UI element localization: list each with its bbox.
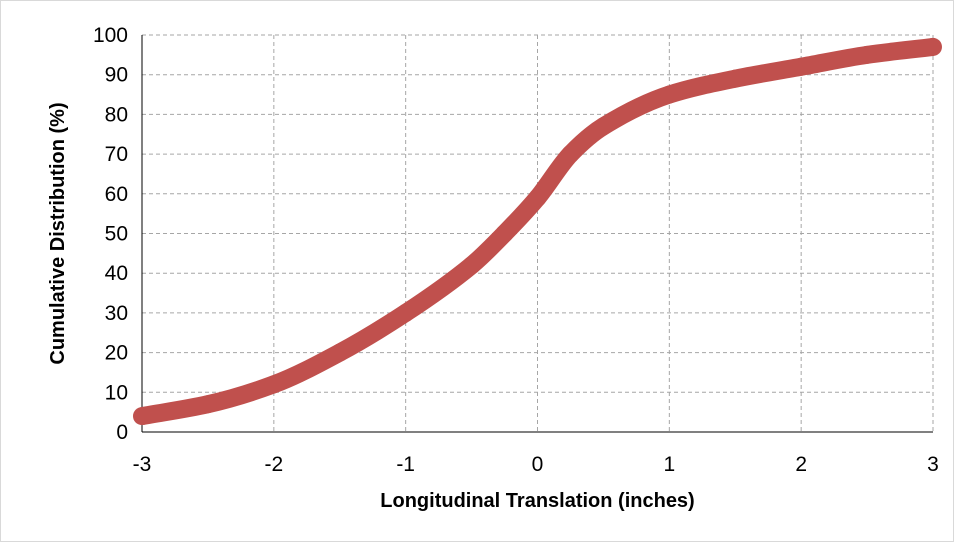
series-layer	[133, 37, 942, 426]
y-tick-label: 40	[105, 262, 128, 285]
y-tick-label: 60	[105, 183, 128, 206]
y-tick-label: 10	[105, 381, 128, 404]
y-tick-label: 90	[105, 64, 128, 87]
y-tick-label: 0	[116, 421, 128, 444]
y-tick-label: 80	[105, 103, 128, 126]
x-tick-label: -1	[396, 453, 415, 476]
data-point	[396, 303, 415, 322]
data-point	[858, 45, 877, 64]
data-point	[264, 375, 283, 394]
data-point	[528, 188, 547, 207]
data-point	[462, 256, 481, 275]
x-tick-label: -3	[133, 453, 152, 476]
y-tick-label: 20	[105, 342, 128, 365]
tick-labels: 0 10 20 30 40 50 60 70 80 90 100 -3 -2 -1 0 1 2 3	[93, 24, 939, 476]
data-point	[495, 224, 514, 243]
data-point	[561, 145, 580, 164]
data-point	[924, 37, 942, 56]
axes	[141, 35, 933, 433]
y-tick-label: 30	[105, 302, 128, 325]
x-tick-label: -2	[264, 453, 283, 476]
data-point	[660, 85, 679, 104]
y-tick-label: 70	[105, 143, 128, 166]
data-point	[726, 69, 745, 88]
x-tick-label: 1	[663, 453, 675, 476]
grid	[142, 34, 934, 432]
y-tick-label: 100	[93, 24, 128, 47]
x-tick-label: 0	[532, 453, 544, 476]
x-tick-label: 2	[795, 453, 807, 476]
data-point	[330, 343, 349, 362]
y-tick-label: 50	[105, 223, 128, 246]
data-point	[133, 407, 151, 426]
x-axis-title: Longitudinal Translation (inches)	[380, 490, 694, 512]
data-point	[792, 57, 811, 76]
x-tick-label: 3	[927, 453, 939, 476]
data-point	[594, 117, 613, 136]
y-axis-title: Cumulative Distribution (%)	[47, 102, 69, 364]
data-point	[198, 395, 217, 414]
